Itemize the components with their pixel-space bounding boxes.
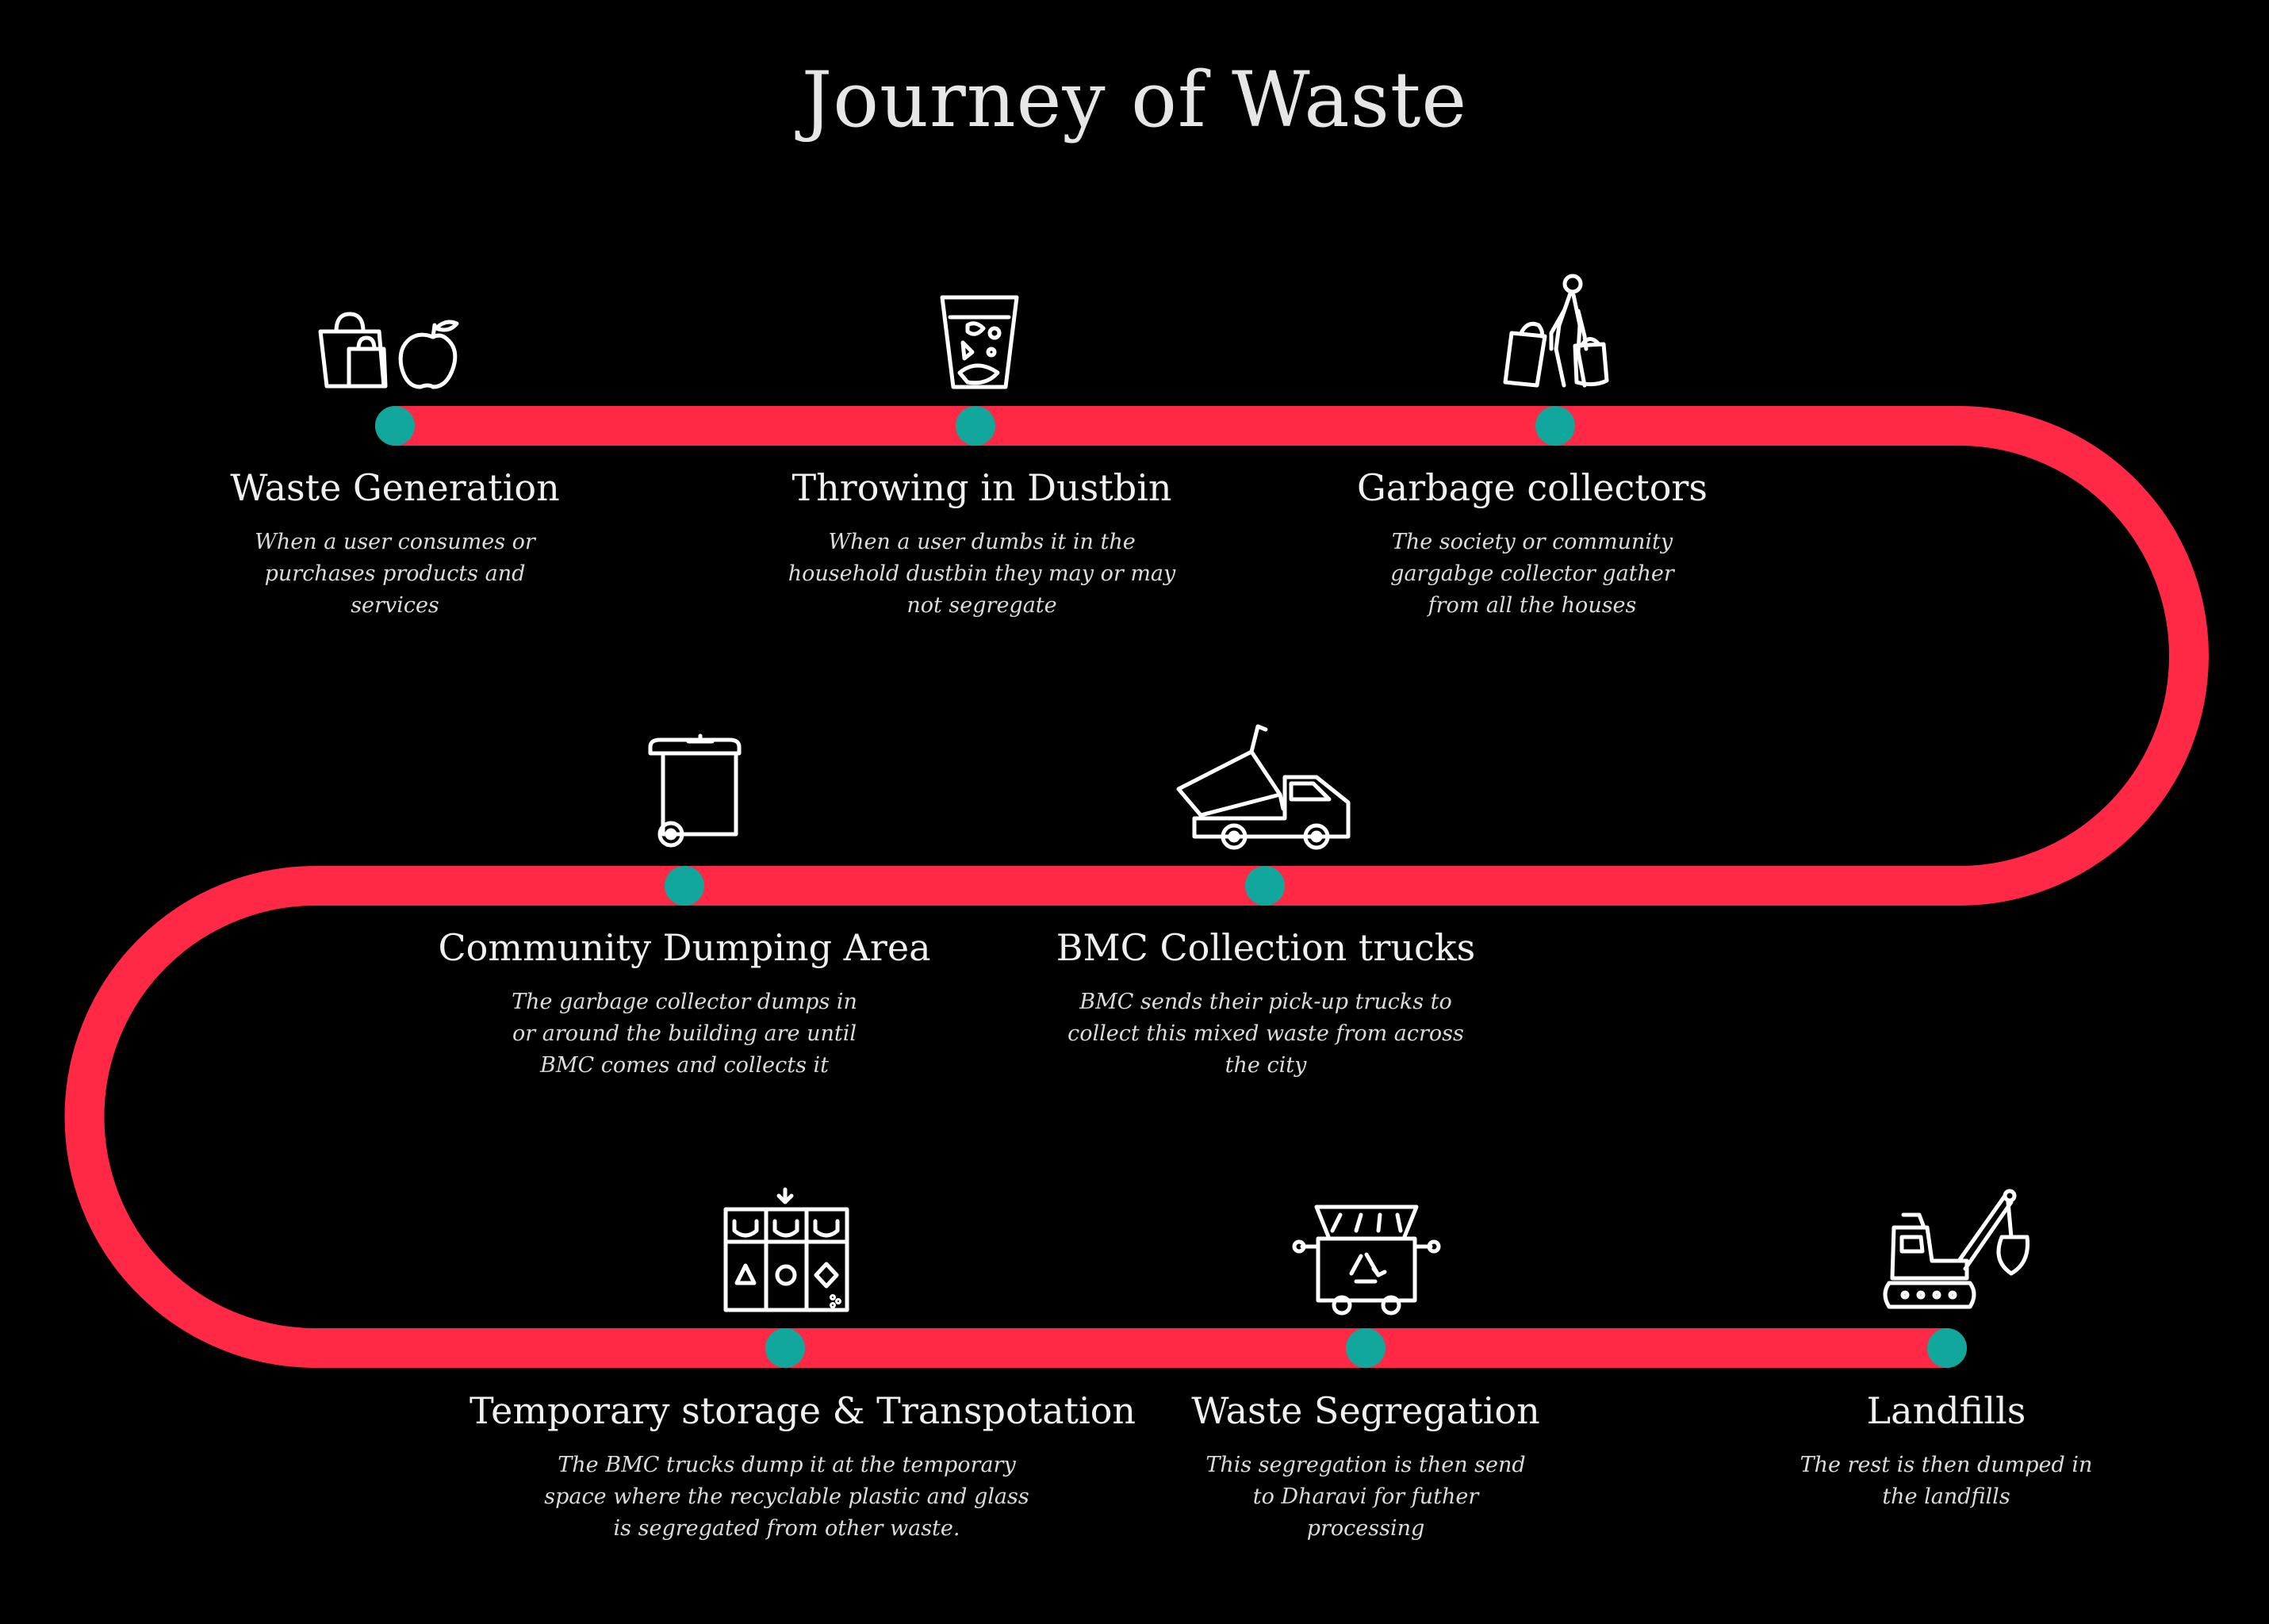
step-title: Garbage collectors (1357, 466, 1707, 509)
step-node-5 (1245, 866, 1285, 906)
recycling-container-icon (1292, 1205, 1441, 1316)
step-node-3 (1535, 406, 1575, 446)
step-description-line: space where the recyclable plastic and g… (544, 1484, 1029, 1509)
step-description: The society or community gargabge collec… (1231, 527, 1834, 622)
step-description: The garbage collector dumps in or around… (383, 986, 986, 1082)
step-description-line: The society or community (1391, 530, 1673, 554)
step-description-line: the city (1225, 1053, 1307, 1078)
step-landfills: Landfills The rest is then dumped in the… (1645, 1389, 2248, 1513)
step-description-line: collect this mixed waste from across (1067, 1021, 1464, 1046)
person-carrying-bags-icon (1503, 274, 1609, 388)
step-title: Throwing in Dustbin (791, 466, 1172, 509)
step-description-line: When a user dumbs it in the (828, 530, 1136, 554)
step-description: When a user dumbs it in the household du… (680, 527, 1283, 622)
shopping-bags-apple-icon (318, 312, 459, 389)
journey-path (64, 406, 2209, 1368)
step-description-line: When a user consumes or (255, 530, 535, 554)
step-node-8 (1927, 1328, 1967, 1368)
step-garbage-collectors: Garbage collectors The society or commun… (1231, 466, 1834, 622)
step-title: Waste Generation (230, 466, 560, 509)
step-description-line: gargabge collector gather (1390, 561, 1674, 586)
step-description: This segregation is then send to Dharavi… (1064, 1450, 1667, 1545)
step-description-line: purchases products and (264, 561, 526, 586)
step-description: When a user consumes or purchases produc… (94, 527, 696, 622)
step-description-line: not segregate (906, 593, 1057, 618)
step-node-1 (375, 406, 415, 446)
step-description-line: is segregated from other waste. (613, 1516, 960, 1541)
step-description-line: This segregation is then send (1205, 1453, 1526, 1477)
step-community-dumping-area: Community Dumping Area The garbage colle… (383, 926, 986, 1082)
step-description-line: or around the building are until (512, 1021, 857, 1046)
dustbin-glass-icon (940, 295, 1019, 389)
step-node-7 (1346, 1328, 1386, 1368)
step-description-line: from all the houses (1428, 593, 1637, 618)
sorting-bins-icon (723, 1187, 849, 1312)
step-description: The BMC trucks dump it at the temporary … (470, 1450, 1104, 1545)
step-description-line: the landfills (1882, 1484, 2010, 1509)
excavator-icon (1883, 1189, 2030, 1309)
step-title: Community Dumping Area (438, 926, 931, 969)
step-description: The rest is then dumped in the landfills (1645, 1450, 2248, 1513)
step-description-line: processing (1306, 1516, 1425, 1541)
step-description-line: The garbage collector dumps in (512, 990, 857, 1014)
wheelie-bin-icon (648, 733, 742, 848)
step-node-4 (665, 866, 704, 906)
step-description: BMC sends their pick-up trucks to collec… (964, 986, 1567, 1082)
step-bmc-collection-trucks: BMC Collection trucks BMC sends their pi… (964, 926, 1567, 1082)
step-throwing-in-dustbin: Throwing in Dustbin When a user dumbs it… (680, 466, 1283, 622)
page-title: Journey of Waste (801, 56, 1468, 144)
step-description-line: BMC comes and collects it (540, 1053, 829, 1078)
step-node-6 (765, 1328, 805, 1368)
step-waste-generation: Waste Generation When a user consumes or… (94, 466, 696, 622)
step-waste-segregation: Waste Segregation This segregation is th… (1064, 1389, 1667, 1545)
step-title: BMC Collection trucks (1056, 926, 1476, 969)
step-description-line: The BMC trucks dump it at the temporary (558, 1453, 1016, 1477)
step-temporary-storage: Temporary storage & Transpotation The BM… (470, 1389, 1136, 1545)
step-description-line: to Dharavi for futher (1252, 1484, 1479, 1509)
step-description-line: services (351, 593, 439, 618)
step-title: Landfills (1866, 1389, 2026, 1432)
step-description-line: BMC sends their pick-up trucks to (1079, 990, 1452, 1014)
dump-truck-icon (1176, 724, 1351, 850)
step-title: Waste Segregation (1191, 1389, 1540, 1432)
step-node-2 (956, 406, 995, 446)
step-description-line: The rest is then dumped in (1799, 1453, 2093, 1477)
step-title: Temporary storage & Transpotation (470, 1389, 1136, 1432)
step-description-line: household dustbin they may or may (788, 561, 1176, 586)
